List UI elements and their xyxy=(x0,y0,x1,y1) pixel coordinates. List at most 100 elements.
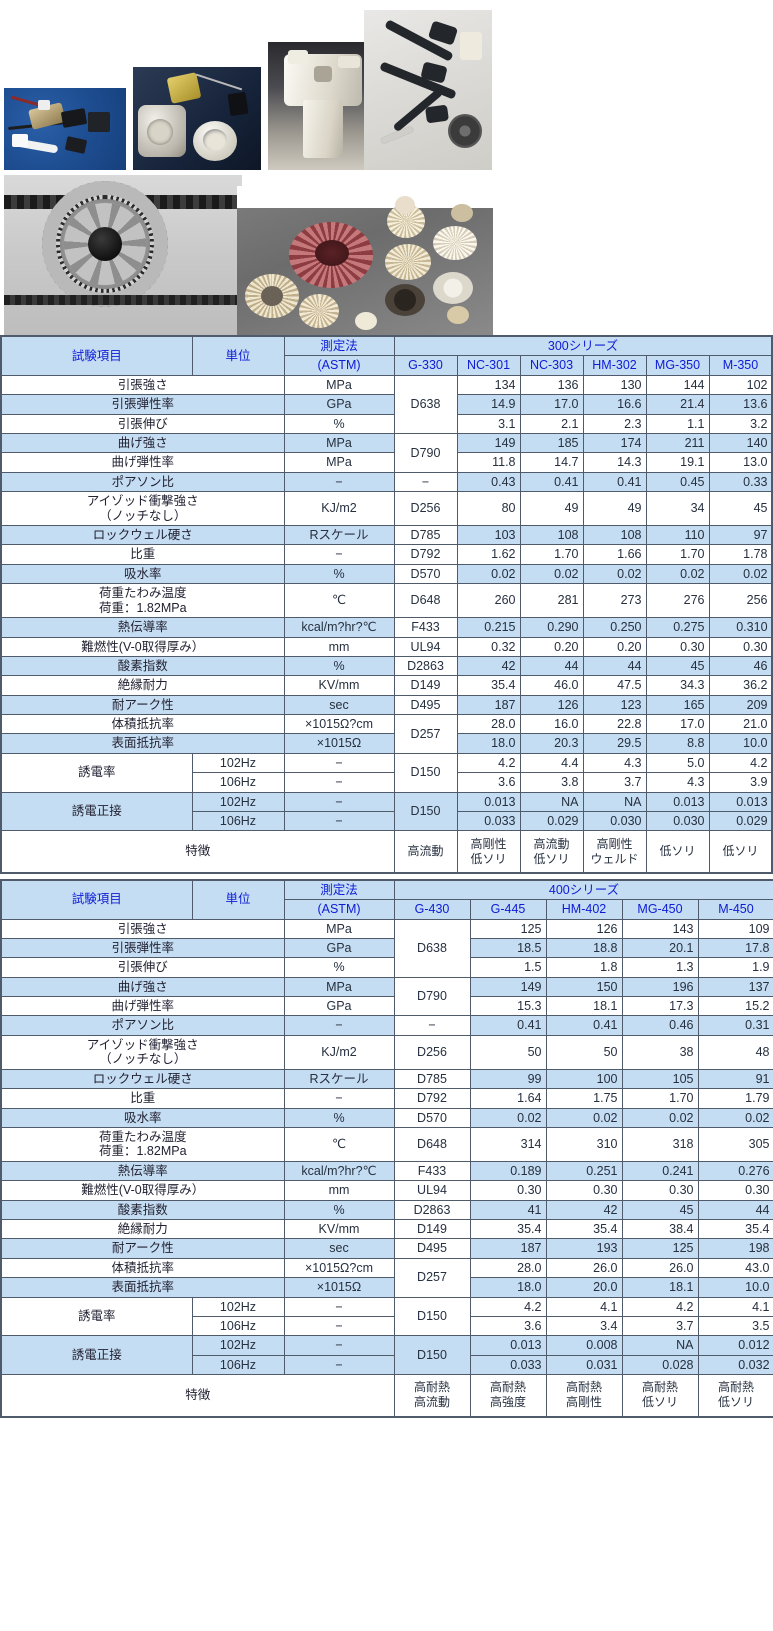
photo-assorted-resin-gears xyxy=(237,186,493,335)
data-cell: 28.0 xyxy=(469,1257,547,1279)
data-cell: 0.30 xyxy=(545,1180,623,1201)
row-label-line2: 荷重：1.82MPa xyxy=(98,600,187,615)
row-method: D150 xyxy=(393,791,458,832)
data-cell: 10.0 xyxy=(697,1277,773,1298)
data-cell: 4.1 xyxy=(697,1296,773,1317)
data-cell: 0.251 xyxy=(545,1160,623,1182)
row-method: D790 xyxy=(393,432,458,473)
row-unit: kcal/m?hr?℃ xyxy=(283,1160,395,1182)
row-label-line1: 引張弾性率 xyxy=(111,940,174,955)
data-cell: 49 xyxy=(582,491,647,526)
data-cell: 103 xyxy=(456,524,521,546)
data-cell: 0.02 xyxy=(645,563,710,585)
row-label-line2: （ノッチなし） xyxy=(99,508,187,523)
row-method: D648 xyxy=(393,1126,471,1162)
row-label-line1: ロックウェル硬さ xyxy=(92,528,193,542)
data-cell: 318 xyxy=(621,1126,699,1162)
row-method: D648 xyxy=(393,583,458,619)
row-label-line1: 曲げ弾性率 xyxy=(111,455,174,470)
data-cell: 110 xyxy=(645,524,710,546)
data-cell: 0.032 xyxy=(697,1354,773,1376)
data-cell: 0.031 xyxy=(545,1354,623,1376)
data-cell: 3.6 xyxy=(456,772,521,793)
data-cell: 310 xyxy=(545,1126,623,1162)
data-cell: 125 xyxy=(621,1238,699,1259)
row-label-line1: 熱伝導率 xyxy=(117,1163,168,1178)
data-cell: 43.0 xyxy=(697,1257,773,1279)
row-unit: − xyxy=(283,810,395,832)
row-unit: KJ/m2 xyxy=(283,491,395,526)
feature-cell: 高剛性 ウェルド xyxy=(582,830,647,874)
data-cell: 0.02 xyxy=(456,563,521,585)
data-cell: 13.6 xyxy=(708,394,773,415)
data-cell: 4.1 xyxy=(545,1296,623,1317)
data-cell: 26.0 xyxy=(621,1257,699,1279)
row-unit: GPa xyxy=(283,937,395,959)
row-label: ポアソン比 xyxy=(0,471,285,493)
row-method: D570 xyxy=(393,563,458,585)
row-label: 引張強さ xyxy=(0,918,285,939)
row-label: 表面抵抗率 xyxy=(0,733,285,754)
row-label-line1: 曲げ弾性率 xyxy=(111,999,174,1013)
header-grade: NC-303 xyxy=(519,355,584,376)
data-cell: 3.6 xyxy=(469,1315,547,1337)
photo-white-fuel-filter-housing xyxy=(268,42,383,170)
data-cell: 1.8 xyxy=(545,957,623,978)
spec-table-300-series: 試験項目 単位 測定法 300シリーズ (ASTM) G-330 NC-301 NC-303 H… xyxy=(0,335,773,874)
data-cell: 196 xyxy=(621,976,699,998)
row-method: D257 xyxy=(393,1257,471,1298)
data-cell: 3.8 xyxy=(519,772,584,793)
data-cell: 187 xyxy=(469,1238,547,1259)
row-label: アイゾッド衝撃強さ （ノッチなし） xyxy=(0,1034,285,1070)
data-cell: 0.02 xyxy=(469,1107,547,1128)
row-label: 引張伸び xyxy=(0,413,285,434)
feature-cell: 高流動 xyxy=(393,830,458,874)
data-cell: 140 xyxy=(708,432,773,454)
row-label-line1: 絶縁耐力 xyxy=(117,678,168,693)
feature-cell: 高耐熱 高流動 xyxy=(393,1374,471,1417)
data-cell: 0.189 xyxy=(469,1160,547,1182)
data-cell: 281 xyxy=(519,583,584,619)
data-cell: 18.0 xyxy=(456,733,521,754)
row-unit: % xyxy=(283,563,395,585)
row-label-line1: ポアソン比 xyxy=(111,474,174,489)
features-label: 特徴 xyxy=(0,1374,395,1417)
data-cell: 150 xyxy=(545,976,623,998)
row-method: D638 xyxy=(393,374,458,434)
row-label-line2: （ノッチなし） xyxy=(99,1052,187,1067)
row-method: D2863 xyxy=(393,655,458,677)
row-label: 引張伸び xyxy=(0,957,285,978)
row-label: 難燃性(V-0取得厚み） xyxy=(0,1180,285,1201)
row-label: 熱伝導率 xyxy=(0,617,285,638)
row-label: 耐アーク性 xyxy=(0,1238,285,1259)
data-cell: 1.70 xyxy=(519,544,584,565)
data-cell: 14.3 xyxy=(582,452,647,473)
data-cell: 47.5 xyxy=(582,675,647,696)
table-row: 耐アーク性secD495187193125198233 xyxy=(0,1238,773,1259)
data-cell: NA xyxy=(621,1335,699,1356)
data-cell: 0.41 xyxy=(469,1015,547,1036)
row-unit: MPa xyxy=(283,452,395,473)
data-cell: 0.43 xyxy=(456,471,521,493)
data-cell: 21.4 xyxy=(645,394,710,415)
table-row: 酸素指数%D2863424444454646 xyxy=(0,655,773,677)
data-cell: 105 xyxy=(621,1068,699,1090)
data-cell: 4.4 xyxy=(519,752,584,774)
row-label: 体積抵抗率 xyxy=(0,1257,285,1279)
data-cell: 34 xyxy=(645,491,710,526)
table-row: 酸素指数%D28634142454446 xyxy=(0,1199,773,1221)
row-unit: KJ/m2 xyxy=(283,1034,395,1070)
row-label-line1: 熱伝導率 xyxy=(117,620,168,635)
row-unit: KV/mm xyxy=(283,675,395,696)
row-label-line1: 耐アーク性 xyxy=(111,697,174,712)
row-unit: % xyxy=(283,655,395,677)
row-method: D256 xyxy=(393,491,458,526)
row-method: D150 xyxy=(393,752,458,793)
data-cell: 34.3 xyxy=(645,675,710,696)
